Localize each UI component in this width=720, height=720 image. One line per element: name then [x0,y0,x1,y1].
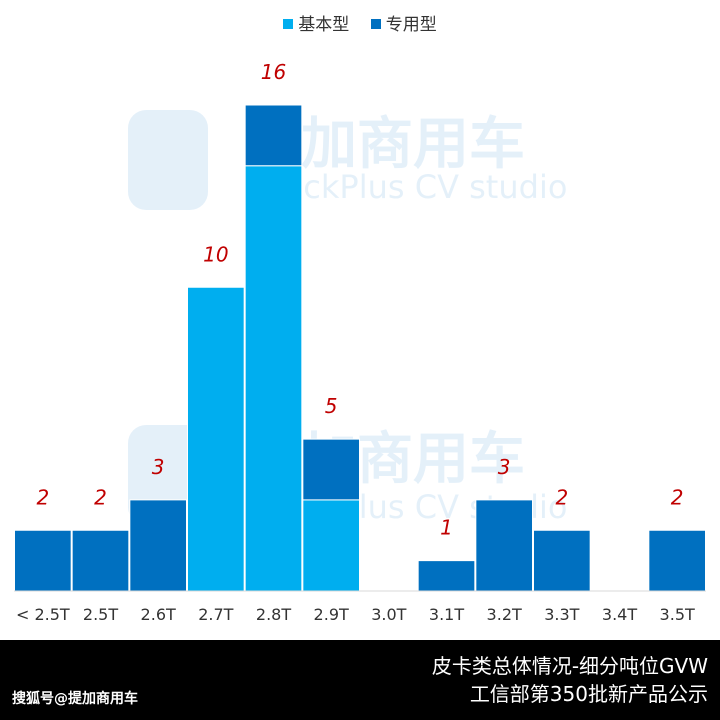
x-tick-label: < 2.5T [16,605,70,624]
legend-label-basic: 基本型 [298,15,350,35]
watermark-brand-en: TruckPlus CV studio [254,168,567,206]
value-label: 3 [498,455,511,479]
legend: 基本型 专用型 [0,10,720,35]
footer-banner: 皮卡类总体情况-细分吨位GVW 工信部第350批新产品公示 搜狐号@提加商用车 [0,640,720,720]
value-label: 2 [94,485,107,509]
value-label: 5 [325,394,338,418]
x-tick-label: 3.5T [660,605,695,624]
bar-special-5 [302,438,361,501]
x-tick-label: 2.6T [141,605,176,624]
bar-special-1 [71,529,130,592]
x-tick-label: 2.5T [83,605,118,624]
bars [14,104,706,592]
legend-label-special: 专用型 [385,15,437,35]
footer-title-line2: 工信部第350批新产品公示 [469,682,708,706]
value-label: 2 [671,485,684,509]
x-tick-label: 2.9T [314,605,349,624]
bar-special-4 [244,104,303,167]
x-tick-label: 2.7T [198,605,233,624]
bar-special-7 [417,560,476,592]
footer-title-line1: 皮卡类总体情况-细分吨位GVW [431,654,708,678]
bar-chart: 提加商用车 TruckPlus CV studio 提加商用车 TruckPlu… [14,60,706,624]
bar-basic-5 [302,499,361,592]
value-label: 10 [203,242,228,266]
x-tick-label: 2.8T [256,605,291,624]
watermark-top: 提加商用车 TruckPlus CV studio [128,110,567,210]
x-tick-label: 3.1T [429,605,464,624]
bar-special-2 [129,499,187,592]
x-axis-labels: < 2.5T 2.5T 2.6T 2.7T 2.8T 2.9T 3.0T 3.1T 3.2T 3.… [16,605,695,624]
bar-special-9 [533,529,591,592]
legend-swatch-special [370,19,381,29]
value-label: 2 [555,485,568,509]
footer-brand: 搜狐号@提加商用车 [12,691,138,707]
bar-special-0 [14,529,72,592]
legend-item-basic: 基本型 [283,10,349,35]
footer-title: 皮卡类总体情况-细分吨位GVW 工信部第350批新产品公示 [432,652,708,708]
x-tick-label: 3.3T [544,605,579,624]
legend-item-special: 专用型 [370,10,437,35]
value-label: 1 [440,516,453,540]
bar-special-11 [648,529,706,592]
legend-swatch-basic [283,19,294,29]
x-tick-label: 3.0T [371,605,406,624]
value-labels: 2 2 3 10 16 5 1 3 2 2 [36,60,683,540]
value-label: 16 [261,60,286,84]
bar-basic-3 [187,286,245,592]
value-label: 3 [152,455,165,479]
x-tick-label: 3.2T [487,605,522,624]
bar-special-8 [475,499,534,592]
value-label: 2 [36,485,49,509]
bar-basic-4 [244,165,303,592]
x-tick-label: 3.4T [602,605,637,624]
